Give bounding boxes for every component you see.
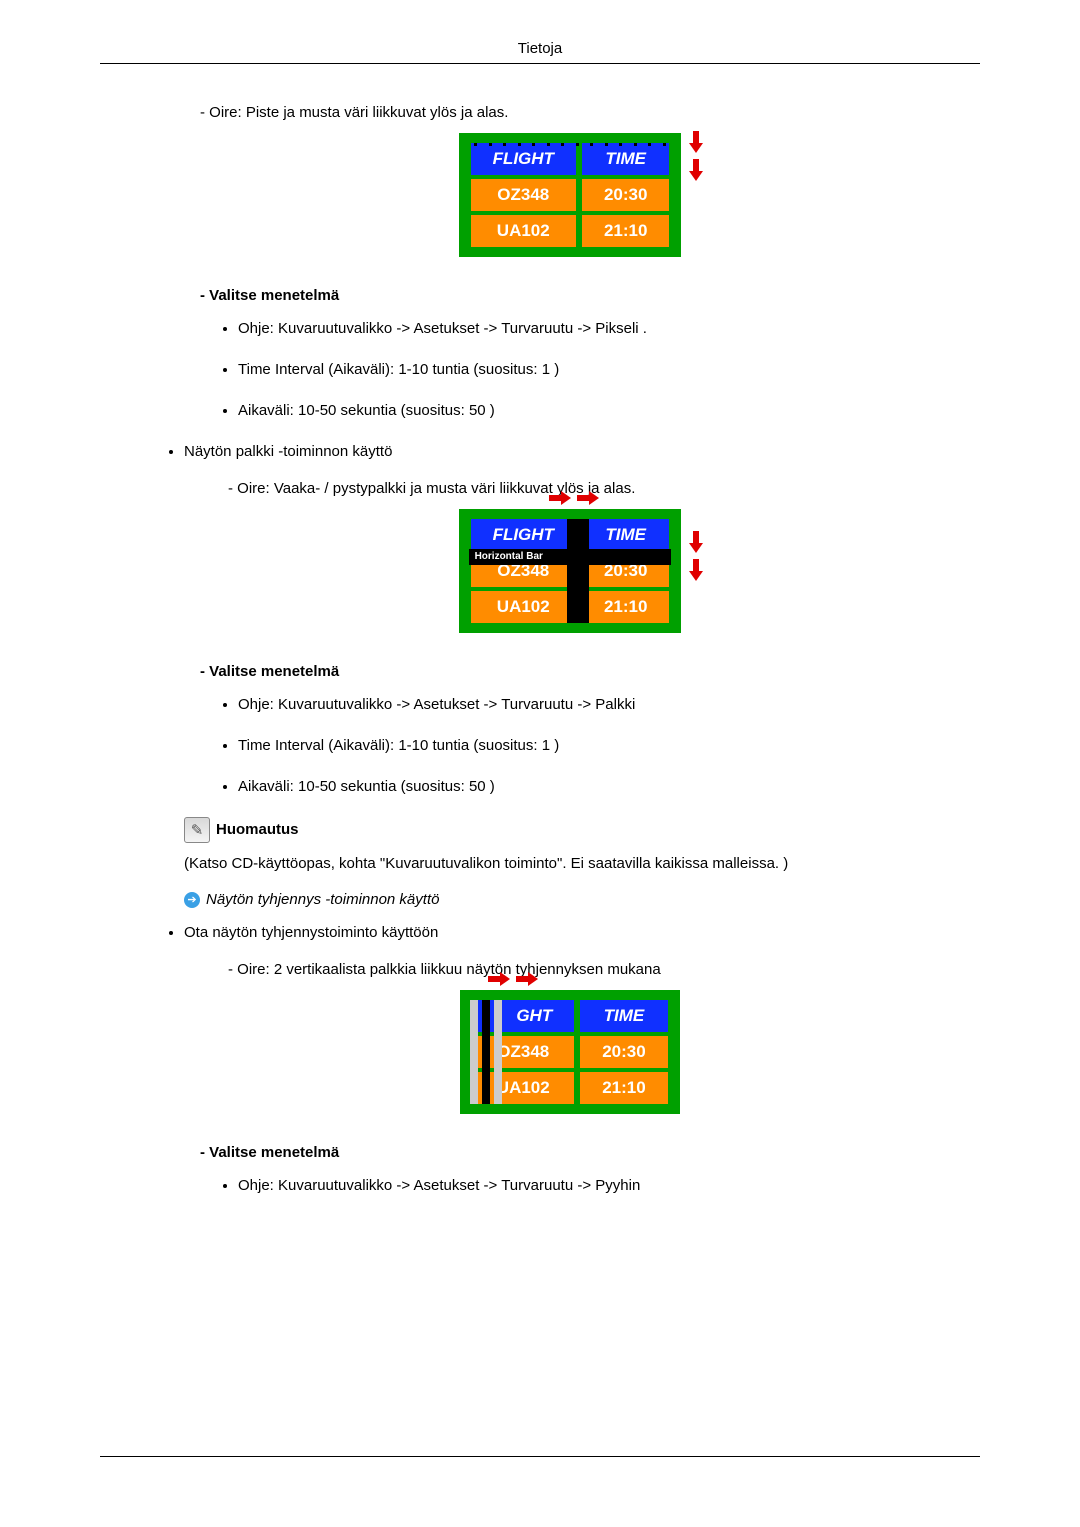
section-heading-3: - Valitse menetelmä (200, 1144, 940, 1161)
outer-list-item: Ota näytön tyhjennystoiminto käyttöön (184, 922, 940, 945)
section-heading-2: - Valitse menetelmä (200, 663, 940, 680)
col-header-flight: FLIGHT (471, 143, 576, 175)
flight-board-1: FLIGHT TIME OZ348 20:30 UA102 21:10 (459, 133, 682, 257)
header-rule (100, 63, 980, 64)
cell-time-1: 20:30 (580, 1036, 667, 1068)
right-arrow-icon (516, 972, 538, 986)
down-arrow-icon (689, 131, 703, 153)
col-header-time: TIME (580, 1000, 667, 1032)
cell-time-1: 20:30 (582, 179, 669, 211)
col-header-flight: FLIGHT (471, 519, 576, 551)
figure-eraser: GHT TIME OZ348 20:30 UA102 21:10 (200, 990, 940, 1118)
cell-time-2: 21:10 (582, 215, 669, 247)
right-arrow-icon (549, 491, 571, 505)
col-header-time: TIME (582, 519, 669, 551)
vertical-bar-overlay (567, 519, 589, 623)
cell-time-2: 21:10 (580, 1072, 667, 1104)
list-item: Aikaväli: 10-50 sekuntia (suositus: 50 ) (238, 776, 940, 797)
col-header-time: TIME (582, 143, 669, 175)
subsection-title: Näytön tyhjennys -toiminnon käyttö (206, 891, 439, 908)
footer-rule (100, 1456, 980, 1457)
note-body: (Katso CD-käyttöopas, kohta "Kuvaruutuva… (184, 853, 940, 876)
method-list-1: Ohje: Kuvaruutuvalikko -> Asetukset -> T… (220, 318, 940, 421)
right-arrow-icon (488, 972, 510, 986)
symptom-text-1: - Oire: Piste ja musta väri liikkuvat yl… (200, 104, 940, 121)
list-item: Ohje: Kuvaruutuvalikko -> Asetukset -> T… (238, 694, 940, 715)
cell-flight-1: OZ348 (471, 179, 576, 211)
down-arrow-icon (689, 531, 703, 553)
method-list-2: Ohje: Kuvaruutuvalikko -> Asetukset -> T… (220, 694, 940, 797)
down-arrow-icon (689, 559, 703, 581)
list-item: Time Interval (Aikaväli): 1-10 tuntia (s… (238, 359, 940, 380)
method-list-3: Ohje: Kuvaruutuvalikko -> Asetukset -> T… (220, 1175, 940, 1196)
list-item: Ohje: Kuvaruutuvalikko -> Asetukset -> T… (238, 1175, 940, 1196)
list-item: Aikaväli: 10-50 sekuntia (suositus: 50 ) (238, 400, 940, 421)
figure-pixel: FLIGHT TIME OZ348 20:30 UA102 21:10 (200, 133, 940, 261)
horizontal-bar-label: Horizontal Bar (475, 551, 543, 562)
flight-board-2: FLIGHT TIME OZ348 20:30 UA102 21:10 (459, 509, 682, 633)
section-heading-1: - Valitse menetelmä (200, 287, 940, 304)
eraser-bars-overlay (470, 1000, 502, 1104)
symptom-text-3: - Oire: 2 vertikaalista palkkia liikkuu … (228, 961, 940, 978)
list-item: Time Interval (Aikaväli): 1-10 tuntia (s… (238, 735, 940, 756)
cell-flight-2: UA102 (471, 215, 576, 247)
flight-board-3: GHT TIME OZ348 20:30 UA102 21:10 (460, 990, 679, 1114)
down-arrow-icon (689, 159, 703, 181)
figure-bar: FLIGHT TIME OZ348 20:30 UA102 21:10 (200, 509, 940, 637)
note-icon: ✎ (184, 817, 210, 843)
cell-flight-2: UA102 (471, 591, 576, 623)
outer-list-item: Näytön palkki -toiminnon käyttö (184, 441, 940, 464)
right-arrow-icon (577, 491, 599, 505)
note-label: Huomautus (216, 821, 299, 838)
page-header: Tietoja (100, 40, 980, 57)
bullet-arrow-icon: ➔ (184, 892, 200, 908)
cell-time-2: 21:10 (582, 591, 669, 623)
pixel-dots-overlay (469, 143, 672, 146)
list-item: Ohje: Kuvaruutuvalikko -> Asetukset -> T… (238, 318, 940, 339)
